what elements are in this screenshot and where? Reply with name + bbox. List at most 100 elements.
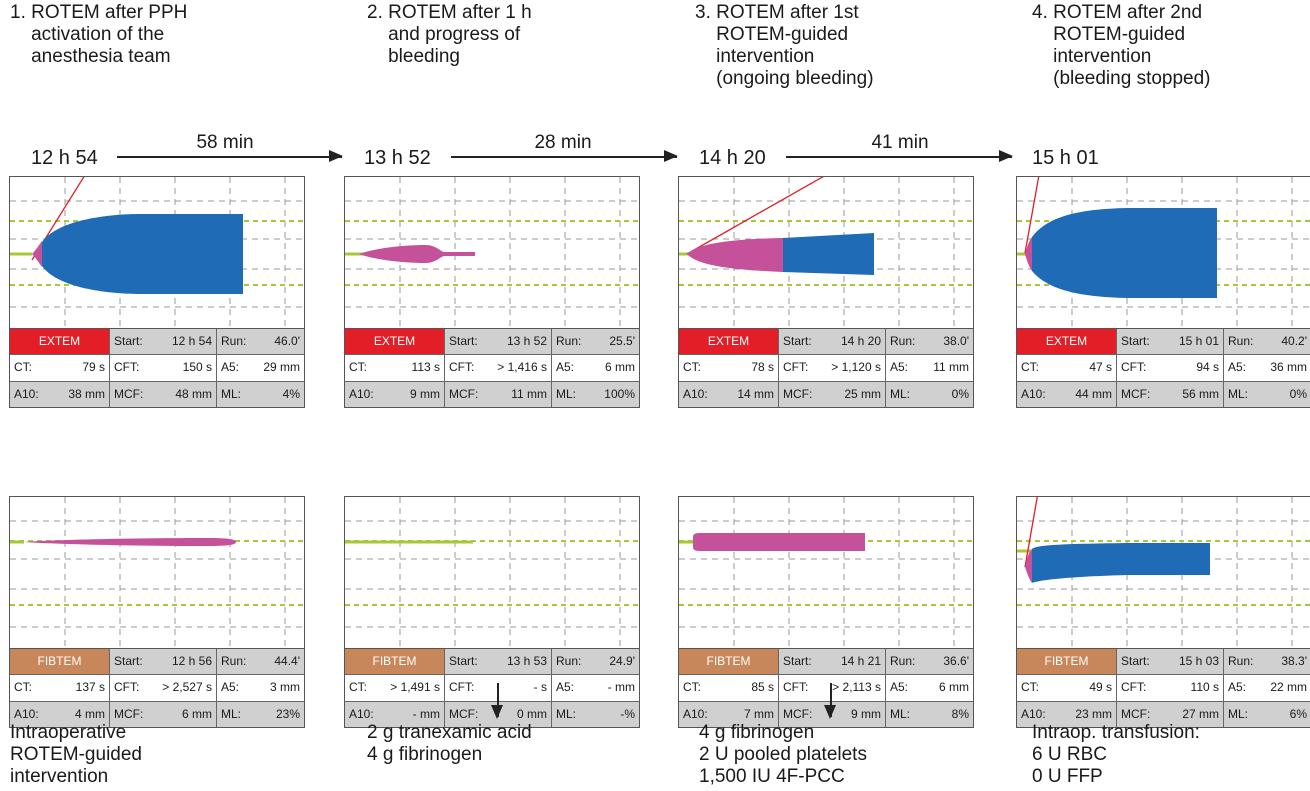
table-row: CT: 85 s CFT: > 2,113 s A5: 6 mm — [679, 674, 973, 701]
assay-label: EXTEM — [345, 329, 444, 355]
ct-cell: CT: 79 s — [10, 355, 109, 381]
parameter-label: ML: — [556, 386, 577, 401]
parameter-value: 25 mm — [844, 386, 881, 401]
table-row: FIBTEM Start: 12 h 56 Run: 44.4' — [10, 649, 304, 675]
table-row: FIBTEM Start: 13 h 53 Run: 24.9' — [345, 649, 639, 675]
mcf-cell: MCF: 48 mm — [109, 381, 216, 407]
parameter-label: ML: — [221, 386, 242, 401]
parameter-label: CFT: — [783, 680, 809, 695]
tangent-line — [686, 177, 824, 255]
parameter-label: CT: — [349, 680, 367, 695]
parameter-label: Start: — [1121, 654, 1150, 668]
parameter-value: 4 mm — [75, 706, 105, 721]
run-cell: Run: 24.9' — [551, 649, 639, 675]
parameter-value: 38 mm — [68, 386, 105, 401]
a5-cell: A5: 11 mm — [885, 355, 973, 381]
assay-label: FIBTEM — [679, 649, 778, 675]
parameter-value: > 2,113 s — [832, 680, 881, 695]
table-row: CT: 78 s CFT: > 1,120 s A5: 11 mm — [679, 354, 973, 381]
ml-cell: ML: 100% — [551, 381, 639, 407]
a5-cell: A5: 6 mm — [885, 675, 973, 701]
parameter-label: Start: — [114, 334, 143, 348]
ct-cell: CT: 78 s — [679, 355, 778, 381]
mcf-cell: MCF: 6 mm — [109, 701, 216, 727]
assay-label: FIBTEM — [1017, 649, 1116, 675]
start-cell: Start: 15 h 01 — [1116, 329, 1223, 355]
parameter-label: ML: — [890, 386, 911, 401]
interval-label-1: 58 min — [196, 132, 254, 153]
parameter-value: 44 mm — [1075, 386, 1112, 401]
extem-panel-2: EXTEM Start: 13 h 52 Run: 25.5' CT: 113 s C… — [344, 176, 640, 408]
note-column-3: 4 g fibrinogen 2 U pooled platelets 1,50… — [699, 722, 867, 788]
a5-cell: A5: 36 mm — [1223, 355, 1310, 381]
early-clot-trace — [693, 533, 865, 551]
parameter-label: Start: — [449, 334, 478, 348]
parameter-label: A5: — [556, 680, 575, 695]
parameter-value: 12 h 56 — [171, 654, 212, 668]
parameter-value: 150 s — [182, 360, 212, 375]
fibtem-trace-3 — [678, 496, 974, 649]
parameter-label: A5: — [890, 680, 909, 695]
parameter-label: A10: — [349, 386, 374, 401]
parameter-label: Run: — [556, 654, 582, 668]
cft-cell: CFT: > 2,113 s — [778, 675, 885, 701]
cft-cell: CFT: 150 s — [109, 355, 216, 381]
early-clot-trace — [1025, 549, 1032, 583]
parameter-label: A5: — [221, 360, 240, 375]
parameter-label: CFT: — [449, 680, 475, 695]
interval-label-2: 28 min — [534, 132, 592, 153]
parameter-label: CT: — [14, 360, 32, 375]
parameter-value: 7 mm — [744, 706, 774, 721]
parameter-label: Run: — [890, 334, 916, 348]
run-cell: Run: 44.4' — [216, 649, 304, 675]
ml-cell: ML: 4% — [216, 381, 304, 407]
table-row: CT: 79 s CFT: 150 s A5: 29 mm — [10, 354, 304, 381]
parameter-label: MCF: — [1121, 706, 1151, 721]
table-row: A10: 4 mm MCF: 6 mm ML: 23% — [10, 700, 304, 727]
cft-cell: CFT: > 1,416 s — [444, 355, 551, 381]
parameter-label: CT: — [14, 680, 32, 695]
parameter-value: 46.0' — [274, 334, 300, 348]
time-label-3: 14 h 20 — [699, 147, 766, 169]
parameter-label: ML: — [1228, 386, 1249, 401]
parameter-label: MCF: — [783, 386, 813, 401]
cft-cell: CFT: 94 s — [1116, 355, 1223, 381]
parameter-label: A5: — [1228, 680, 1247, 695]
parameter-label: CFT: — [449, 360, 475, 375]
ml-cell: ML: 6% — [1223, 701, 1310, 727]
parameter-label: ML: — [1228, 706, 1249, 721]
a10-cell: A10: 9 mm — [345, 381, 444, 407]
parameter-label: Run: — [1228, 334, 1254, 348]
note-column-4: Intraop. transfusion: 6 U RBC 0 U FFP — [1032, 722, 1200, 788]
run-cell: Run: 38.3' — [1223, 649, 1310, 675]
parameter-value: 0% — [951, 386, 969, 401]
ct-cell: CT: 49 s — [1017, 675, 1116, 701]
start-cell: Start: 13 h 52 — [444, 329, 551, 355]
parameter-value: 78 s — [751, 360, 774, 375]
parameter-value: > 1,416 s — [497, 360, 547, 375]
parameter-value: 6 mm — [939, 680, 969, 695]
early-clot-trace — [24, 538, 236, 546]
assay-label: EXTEM — [679, 329, 778, 355]
parameter-label: Start: — [783, 654, 812, 668]
parameter-label: Run: — [556, 334, 582, 348]
parameter-value: 14 h 20 — [840, 334, 881, 348]
parameter-label: A5: — [890, 360, 909, 375]
extem-parameter-table-4: EXTEM Start: 15 h 01 Run: 40.2' CT: 47 s CF… — [1016, 328, 1310, 408]
parameter-label: A10: — [683, 706, 708, 721]
extem-parameter-table-1: EXTEM Start: 12 h 54 Run: 46.0' CT: 79 s CF… — [9, 328, 305, 408]
parameter-value: 13 h 53 — [506, 654, 547, 668]
parameter-label: MCF: — [449, 386, 479, 401]
a5-cell: A5: 3 mm — [216, 675, 304, 701]
parameter-label: Start: — [114, 654, 143, 668]
parameter-value: 100% — [604, 386, 635, 401]
note-line: 2 U pooled platelets — [699, 744, 867, 765]
table-row: EXTEM Start: 13 h 52 Run: 25.5' — [345, 329, 639, 355]
parameter-value: > 1,120 s — [831, 360, 881, 375]
table-row: CT: 47 s CFT: 94 s A5: 36 mm — [1017, 354, 1310, 381]
a10-cell: A10: 14 mm — [679, 381, 778, 407]
table-row: A10: 44 mm MCF: 56 mm ML: 0% — [1017, 380, 1310, 407]
parameter-value: 6 mm — [605, 360, 635, 375]
parameter-value: 22 mm — [1270, 680, 1307, 695]
table-row: A10: 14 mm MCF: 25 mm ML: 0% — [679, 380, 973, 407]
